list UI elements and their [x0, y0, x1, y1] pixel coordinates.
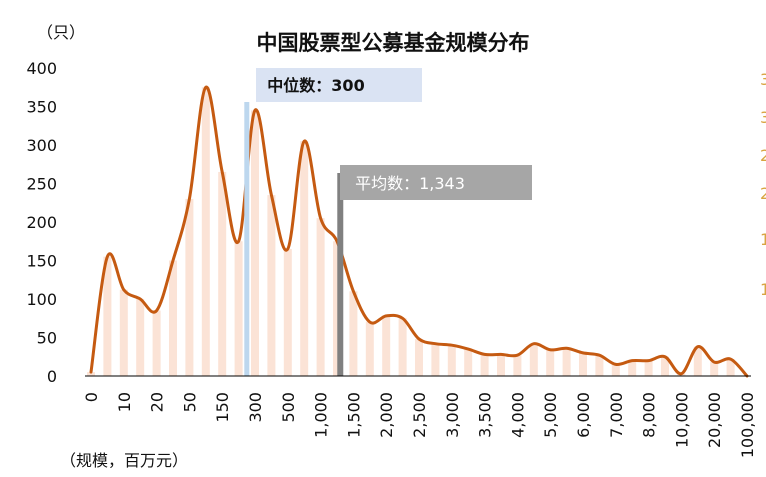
- bar: [349, 291, 358, 376]
- x-tick-label: 20,000: [705, 392, 724, 448]
- bar: [119, 289, 128, 376]
- edge-mark: 2: [760, 184, 766, 203]
- x-tick-label: 6,000: [574, 392, 593, 438]
- y-axis-ticks: 0 50 100 150 200 250 300 350 400: [26, 59, 57, 386]
- bar: [529, 343, 538, 376]
- y-tick-label: 200: [26, 213, 57, 232]
- bar: [103, 256, 112, 376]
- bar: [169, 260, 177, 376]
- mean-marker-line: [337, 173, 344, 376]
- x-tick-label: 3,500: [476, 392, 495, 438]
- y-tick-label: 400: [26, 59, 57, 78]
- bar: [316, 218, 325, 376]
- x-axis-label: （规模，百万元）: [60, 451, 188, 470]
- bar: [283, 248, 292, 376]
- x-axis-ticks: 0 10 20 50 150 300 500 1,000 1,500 2,000 2,500 3,00…: [82, 392, 757, 458]
- mean-label-box: [340, 165, 532, 200]
- median-label-box: [256, 68, 422, 102]
- chart-title: 中国股票型公募基金规模分布: [257, 31, 530, 55]
- bar: [480, 354, 489, 376]
- bar: [693, 346, 702, 376]
- median-label: 中位数：300: [267, 76, 364, 95]
- y-tick-label: 350: [26, 98, 57, 117]
- bar: [546, 349, 555, 376]
- x-tick-label: 1,500: [344, 392, 363, 438]
- bar: [447, 345, 456, 376]
- x-tick-label: 10: [115, 392, 134, 412]
- x-tick-label: 2,000: [377, 392, 396, 438]
- bar: [267, 195, 276, 376]
- y-tick-label: 300: [26, 136, 57, 155]
- y-tick-label: 100: [26, 290, 57, 309]
- line-series: [89, 85, 749, 378]
- edge-mark: 1: [760, 280, 766, 299]
- bar: [365, 322, 374, 376]
- bar: [185, 198, 194, 376]
- statistic-markers: 中位数：300 平均数：1,343: [244, 68, 532, 376]
- bar: [562, 348, 571, 376]
- y-axis-unit-label: （只）: [37, 23, 85, 42]
- bar: [628, 360, 637, 376]
- x-tick-label: 50: [180, 392, 199, 412]
- bar: [579, 352, 587, 376]
- bar: [431, 343, 440, 376]
- mean-label: 平均数：1,343: [355, 174, 465, 193]
- x-tick-label: 10,000: [672, 392, 691, 448]
- distribution-curve: [89, 85, 749, 378]
- y-tick-label: 0: [47, 367, 57, 386]
- bar: [611, 364, 620, 376]
- bar: [251, 110, 259, 376]
- edge-mark: 2: [760, 146, 766, 165]
- bar-series: [87, 87, 735, 376]
- bar: [300, 141, 309, 376]
- x-tick-label: 2,500: [410, 392, 429, 438]
- x-tick-label: 8,000: [640, 392, 659, 438]
- x-tick-label: 100,000: [738, 392, 757, 458]
- x-tick-label: 20: [148, 392, 167, 412]
- bar: [87, 372, 95, 376]
- median-marker-line: [244, 102, 250, 376]
- x-tick-label: 7,000: [607, 392, 626, 438]
- bar: [513, 355, 522, 376]
- x-tick-label: 1,000: [312, 392, 331, 438]
- y-tick-label: 250: [26, 175, 57, 194]
- bar: [661, 356, 669, 376]
- bar: [726, 359, 735, 376]
- bar: [218, 171, 227, 376]
- x-tick-label: 4,000: [508, 392, 527, 438]
- y-tick-label: 50: [37, 329, 57, 348]
- x-tick-label: 3,000: [443, 392, 462, 438]
- bar: [595, 355, 604, 376]
- x-tick-label: 150: [213, 392, 232, 423]
- bar: [152, 310, 161, 376]
- bar: [415, 339, 423, 376]
- bar: [136, 299, 145, 376]
- bar: [710, 362, 719, 376]
- bar: [464, 349, 473, 376]
- x-tick-label: 300: [246, 392, 265, 423]
- x-tick-label: 5,000: [541, 392, 560, 438]
- bar: [234, 241, 243, 376]
- x-tick-label: 500: [279, 392, 298, 423]
- bar: [201, 87, 210, 376]
- bar: [497, 354, 505, 376]
- bar: [644, 360, 653, 376]
- bar: [333, 241, 341, 376]
- right-edge-clipped-marks: 3 3 2 2 1 1: [760, 70, 766, 299]
- bar: [382, 315, 391, 376]
- bar: [398, 318, 407, 376]
- x-tick-label: 0: [82, 392, 101, 402]
- y-tick-label: 150: [26, 252, 57, 271]
- edge-mark: 3: [760, 108, 766, 127]
- edge-mark: 3: [760, 70, 766, 89]
- edge-mark: 1: [760, 230, 766, 249]
